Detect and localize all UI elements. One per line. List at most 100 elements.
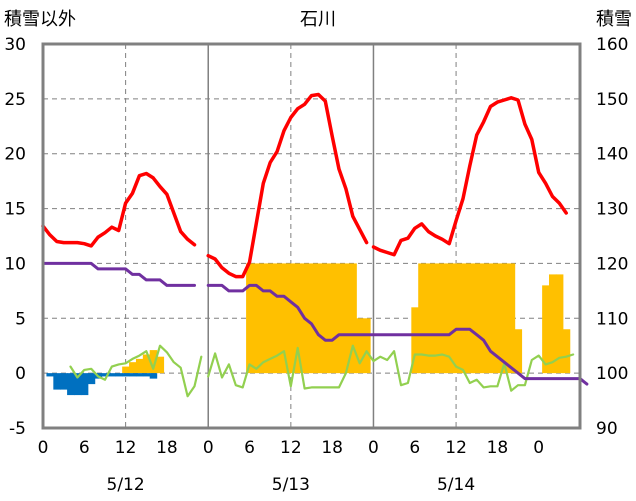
precip-bar xyxy=(425,263,433,374)
right-tick-label: 120 xyxy=(596,254,628,274)
x-tick-label: 18 xyxy=(156,438,178,458)
day-label: 5/13 xyxy=(272,475,310,495)
precip-bar xyxy=(487,263,495,374)
right-tick-label: 150 xyxy=(596,90,628,110)
precip-bar xyxy=(308,263,316,374)
precip-bar xyxy=(252,263,261,374)
precip-bar xyxy=(149,350,158,374)
precip-bar xyxy=(542,285,550,374)
x-tick-label: 0 xyxy=(368,438,379,458)
precip-bar xyxy=(349,263,357,374)
right-tick-label: 130 xyxy=(596,200,628,220)
precip-bar xyxy=(411,307,419,374)
negative-bar xyxy=(53,373,61,390)
chart-title: 石川 xyxy=(300,9,336,30)
negative-bar xyxy=(101,373,110,377)
negative-bar xyxy=(149,373,158,379)
precip-bar xyxy=(452,263,461,374)
precip-bar xyxy=(356,318,364,374)
precip-bars xyxy=(46,263,571,396)
precip-bar xyxy=(549,274,557,374)
x-tick-label: 18 xyxy=(321,438,343,458)
precip-bar xyxy=(314,263,323,374)
precip-bar xyxy=(328,263,337,374)
precip-bar xyxy=(135,358,144,374)
x-tick-label: 6 xyxy=(79,438,90,458)
x-tick-label: 0 xyxy=(38,438,49,458)
series-lines xyxy=(41,92,589,398)
negative-bar xyxy=(108,373,116,377)
negative-bar xyxy=(87,373,96,385)
right-tick-label: 140 xyxy=(596,145,628,165)
negative-bar xyxy=(46,373,54,377)
precip-bar xyxy=(562,329,571,374)
precip-bar xyxy=(466,263,474,374)
precip-bar xyxy=(280,263,289,374)
negative-bar xyxy=(129,373,137,377)
precip-bar xyxy=(266,263,275,374)
right-axis-title: 積雪 xyxy=(596,9,632,30)
negative-bar xyxy=(73,373,82,396)
left-tick-label: 15 xyxy=(4,200,26,220)
left-tick-label: 0 xyxy=(15,364,26,384)
left-axis-title: 積雪以外 xyxy=(4,9,76,30)
x-tick-label: 0 xyxy=(533,438,544,458)
negative-bar xyxy=(142,373,151,377)
right-tick-label: 110 xyxy=(596,309,628,329)
precip-bar xyxy=(480,263,488,374)
negative-bar xyxy=(115,373,123,377)
right-tick-label: 90 xyxy=(596,419,618,439)
precip-bar xyxy=(156,356,165,374)
precip-bar xyxy=(418,263,426,374)
precip-bar xyxy=(273,263,282,374)
left-tick-label: 25 xyxy=(4,90,26,110)
x-tick-label: 6 xyxy=(244,438,255,458)
snow-depth-line xyxy=(41,261,196,287)
negative-bar xyxy=(135,373,144,377)
negative-bar xyxy=(122,373,130,377)
snow-depth-line xyxy=(206,283,589,386)
day-label: 5/14 xyxy=(437,475,475,495)
grid-lines xyxy=(43,44,580,428)
precip-bar xyxy=(122,366,130,374)
negative-bar xyxy=(80,373,89,396)
precip-bar xyxy=(342,263,350,374)
temperature-line xyxy=(41,171,197,248)
negative-bar xyxy=(60,373,68,390)
left-tick-label: -5 xyxy=(9,419,26,439)
wind-line xyxy=(207,344,575,392)
precip-bar xyxy=(142,354,151,374)
precip-bar xyxy=(493,263,502,374)
precip-bar xyxy=(445,263,454,374)
plot-frame xyxy=(41,42,582,430)
precip-bar xyxy=(507,263,516,374)
precip-bar xyxy=(335,263,344,374)
right-tick-label: 160 xyxy=(596,35,628,55)
left-tick-label: 30 xyxy=(4,35,26,55)
precip-bar xyxy=(287,263,295,374)
precip-bar xyxy=(129,362,137,374)
right-tick-label: 100 xyxy=(596,364,628,384)
precip-bar xyxy=(431,263,440,374)
left-tick-label: 20 xyxy=(4,145,26,165)
precip-bar xyxy=(363,318,371,374)
x-tick-label: 6 xyxy=(409,438,420,458)
precip-bar xyxy=(259,263,268,374)
left-tick-label: 5 xyxy=(15,309,26,329)
x-tick-label: 12 xyxy=(445,438,467,458)
precip-bar xyxy=(459,263,468,374)
x-tick-label: 12 xyxy=(280,438,302,458)
precip-bar xyxy=(500,263,509,374)
negative-bar xyxy=(67,373,75,396)
plot-border xyxy=(41,42,582,430)
precip-bar xyxy=(514,329,523,374)
x-tick-label: 18 xyxy=(487,438,509,458)
precip-bar xyxy=(473,263,481,374)
left-tick-label: 10 xyxy=(4,254,26,274)
temperature-line xyxy=(206,92,369,279)
x-tick-label: 12 xyxy=(115,438,137,458)
precip-bar xyxy=(438,263,447,374)
precip-bar xyxy=(294,263,302,374)
